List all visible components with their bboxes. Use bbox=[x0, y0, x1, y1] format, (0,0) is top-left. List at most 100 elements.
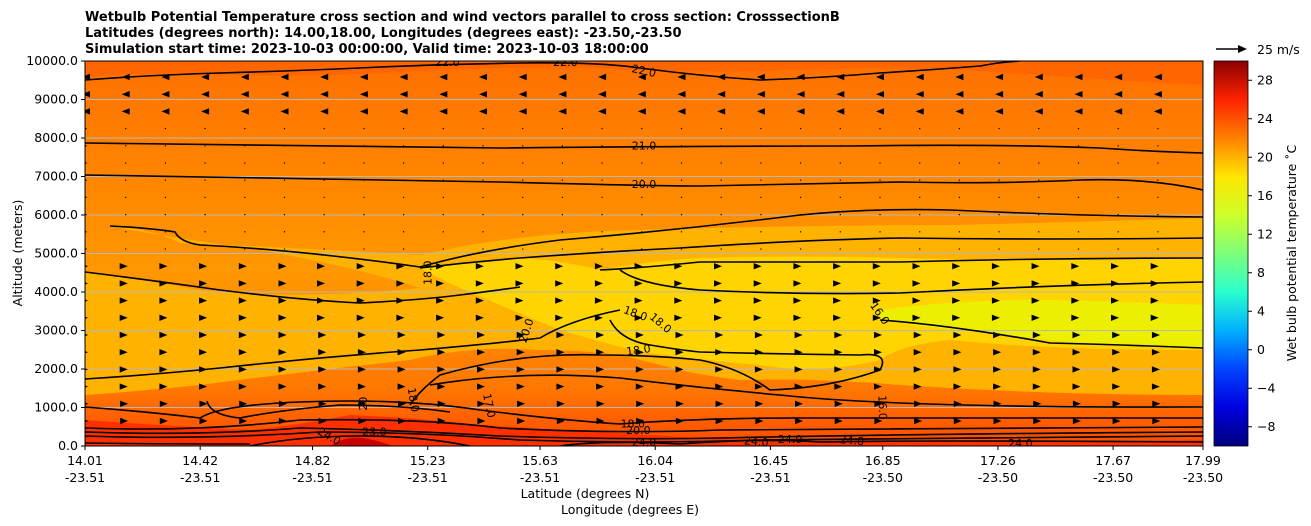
wind-arrow bbox=[1112, 400, 1121, 407]
wind-arrow bbox=[201, 73, 210, 81]
wind-arrow bbox=[836, 91, 845, 98]
wind-dot bbox=[283, 162, 286, 164]
wind-arrow bbox=[1153, 108, 1162, 115]
wind-dot bbox=[601, 162, 603, 164]
wind-arrow bbox=[85, 419, 89, 423]
wind-dot bbox=[522, 248, 524, 250]
wind-dot bbox=[204, 128, 206, 130]
wind-dot bbox=[1157, 145, 1159, 147]
wind-dot bbox=[403, 162, 405, 164]
wind-arrow bbox=[993, 400, 1002, 407]
wind-arrow bbox=[598, 91, 607, 98]
wind-arrow bbox=[1032, 331, 1041, 339]
wind-dot bbox=[204, 145, 206, 147]
x-tick-label-lat: 15.23 bbox=[410, 453, 446, 468]
wind-dot bbox=[680, 145, 683, 147]
wind-dot bbox=[760, 231, 762, 233]
wind-arrow bbox=[278, 400, 287, 407]
wind-dot bbox=[839, 231, 841, 233]
wind-dot bbox=[720, 196, 722, 198]
wind-arrow bbox=[238, 297, 247, 304]
wind-arrow bbox=[85, 351, 88, 354]
wind-arrow bbox=[1074, 73, 1083, 81]
wind-arrow bbox=[634, 280, 643, 287]
wind-arrow bbox=[1111, 314, 1119, 321]
wind-arrow bbox=[714, 263, 722, 270]
wind-arrow bbox=[397, 331, 406, 339]
x-tick-label-lon: -23.50 bbox=[863, 470, 903, 485]
wind-dot bbox=[958, 196, 960, 198]
wind-dot bbox=[680, 214, 683, 216]
wind-arrow bbox=[915, 73, 924, 81]
wind-arrow bbox=[1031, 263, 1040, 270]
wind-dot bbox=[601, 145, 603, 147]
wind-arrow bbox=[85, 333, 88, 337]
y-tick-label: 5000.0 bbox=[34, 246, 78, 261]
contour-lines bbox=[85, 61, 1203, 446]
wind-vectors bbox=[85, 73, 1162, 425]
colorbar-label: Wet bulb potential temperature ˚C bbox=[1284, 144, 1299, 361]
wind-arrow bbox=[436, 280, 445, 287]
wind-arrow bbox=[397, 349, 406, 356]
wind-dot bbox=[204, 231, 206, 233]
wind-dot bbox=[363, 179, 365, 181]
contour-label: 22.0 bbox=[553, 56, 578, 69]
wind-arrow bbox=[872, 314, 881, 321]
contour-22-top bbox=[85, 61, 1021, 81]
wind-arrow bbox=[1111, 263, 1119, 270]
wind-dot bbox=[204, 214, 206, 216]
wind-arrow bbox=[953, 331, 962, 339]
wind-dot bbox=[919, 128, 921, 130]
wind-dot bbox=[125, 231, 127, 233]
wind-dot bbox=[720, 214, 722, 216]
wind-arrow bbox=[1032, 383, 1041, 390]
colorbar-tick-label: 20 bbox=[1257, 149, 1273, 164]
x-tick-label-lat: 17.99 bbox=[1185, 453, 1221, 468]
wind-dot bbox=[323, 162, 325, 164]
wind-dot bbox=[800, 162, 802, 164]
wind-arrow bbox=[121, 73, 130, 81]
wind-arrow bbox=[1074, 91, 1083, 98]
wind-dot bbox=[323, 231, 325, 233]
wind-dot bbox=[442, 145, 444, 147]
wind-arrow bbox=[995, 108, 1004, 115]
temperature-band-core-yellow bbox=[420, 256, 1203, 369]
wind-arrow bbox=[558, 73, 567, 81]
y-tick-label: 3000.0 bbox=[34, 323, 78, 338]
wind-arrow bbox=[793, 314, 802, 321]
wind-arrow bbox=[518, 108, 527, 115]
wind-arrow bbox=[753, 314, 762, 321]
x-tick-label-lat: 14.01 bbox=[67, 453, 103, 468]
wind-arrow bbox=[1150, 314, 1159, 321]
contour-17-low bbox=[429, 374, 1203, 408]
wind-arrow bbox=[596, 400, 605, 407]
wind-dot bbox=[244, 231, 246, 233]
wind-arrow bbox=[1034, 73, 1043, 81]
wind-arrow bbox=[594, 263, 603, 270]
wind-dot bbox=[680, 196, 683, 198]
wind-arrow bbox=[795, 400, 803, 407]
temperature-band-surface-hot bbox=[85, 415, 1203, 446]
colorbar-tick-label: 24 bbox=[1257, 111, 1273, 126]
wind-arrow bbox=[555, 280, 564, 287]
wind-dot bbox=[244, 145, 246, 147]
wind-dot bbox=[641, 179, 643, 181]
colorbar-tick-label: 12 bbox=[1257, 226, 1273, 241]
wind-dot bbox=[85, 145, 87, 147]
x-axis-label-longitude: Longitude (degrees E) bbox=[561, 502, 699, 517]
wind-arrow bbox=[1034, 91, 1043, 98]
wind-dot bbox=[164, 196, 166, 198]
y-tick-label: 2000.0 bbox=[34, 361, 78, 376]
contour-19-a bbox=[109, 225, 421, 268]
wind-arrow bbox=[833, 314, 842, 321]
wind-dot bbox=[1038, 179, 1040, 181]
wind-dot bbox=[760, 162, 762, 164]
wind-arrow bbox=[278, 263, 287, 270]
wind-arrow bbox=[396, 297, 405, 304]
wind-arrow bbox=[795, 417, 803, 425]
wind-arrow bbox=[398, 417, 406, 425]
wind-arrow bbox=[558, 108, 567, 115]
wind-arrow bbox=[477, 383, 485, 390]
wind-dot bbox=[561, 214, 563, 216]
wind-arrow bbox=[159, 280, 168, 287]
